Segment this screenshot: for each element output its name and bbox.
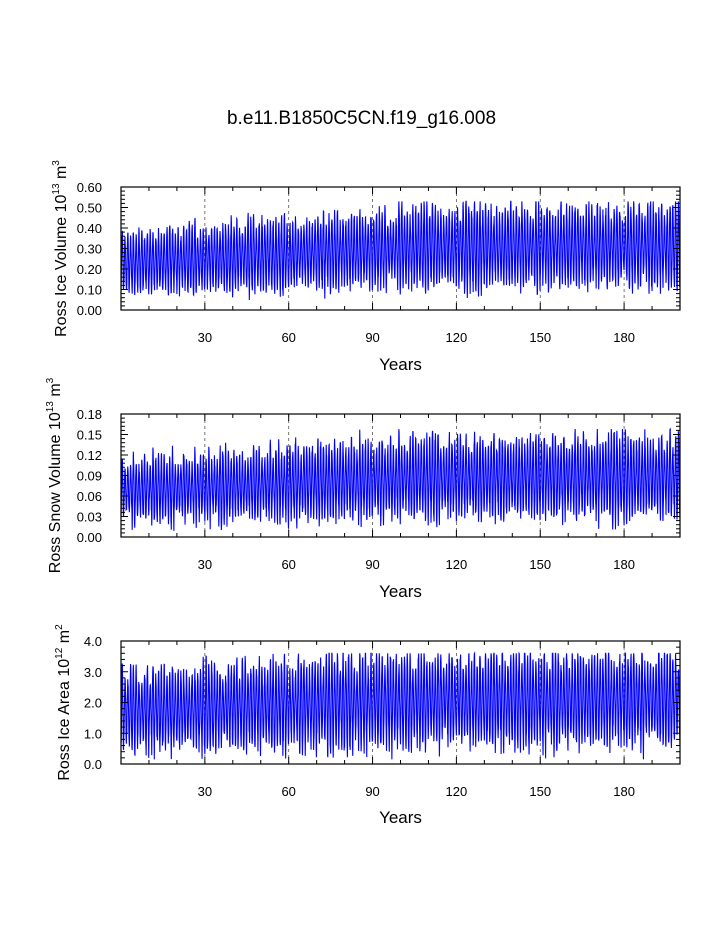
chart-ice-area: 30 60 90 120 150 180 0.0 1.0 2.0 3.0 4.0 Years Ross … (54, 624, 681, 827)
x-tick-label: 90 (365, 784, 379, 799)
y-axis-label-part: 13 (45, 401, 56, 413)
y-axis-label-part: 3 (45, 377, 56, 383)
y-axis-label-part: 3 (51, 160, 62, 166)
x-tick-label: 150 (529, 557, 551, 572)
series-line (120, 427, 681, 531)
y-tick-label: 0.00 (77, 303, 102, 318)
page-title: b.e11.B1850C5CN.f19_g16.008 (226, 108, 497, 129)
chart-snow-volume: 30 60 90 120 150 180 0.00 0.03 0.06 0.09 0.12 0.15 0… (45, 377, 681, 601)
x-tick-label: 120 (446, 784, 468, 799)
x-tick-label: 150 (529, 784, 551, 799)
y-tick-label: 4.0 (84, 634, 102, 649)
y-tick-label: 0.00 (77, 530, 102, 545)
x-axis-label: Years (379, 355, 422, 374)
x-tick-label: 90 (365, 330, 379, 345)
y-tick-label: 0.15 (77, 428, 102, 443)
x-tick-label: 180 (613, 784, 635, 799)
y-axis-label: Ross Snow Volume 1013 m3 (45, 377, 64, 573)
x-axis-label: Years (379, 582, 422, 601)
y-axis-label-part: 12 (54, 647, 65, 659)
y-tick-label: 3.0 (84, 665, 102, 680)
x-tick-label: 180 (613, 557, 635, 572)
y-tick-label: 2.0 (84, 696, 102, 711)
y-tick-label: 0.09 (77, 469, 102, 484)
x-tick-label: 30 (198, 330, 212, 345)
y-axis-label-part: 2 (54, 624, 65, 630)
x-tick-label: 60 (281, 784, 295, 799)
x-tick-label: 150 (529, 330, 551, 345)
y-axis-label: Ross Ice Area 1012 m2 (54, 624, 73, 781)
y-tick-label: 0.03 (77, 510, 102, 525)
y-tick-label: 0.40 (77, 221, 102, 236)
y-tick-label: 0.0 (84, 757, 102, 772)
y-tick-label: 1.0 (84, 726, 102, 741)
y-axis-label-part: m (47, 383, 64, 401)
x-axis-label: Years (379, 808, 422, 827)
y-tick-label: 0.18 (77, 407, 102, 422)
y-tick-label: 0.06 (77, 489, 102, 504)
y-axis-label-part: 13 (51, 183, 62, 195)
series-line (120, 651, 681, 760)
y-tick-label: 0.30 (77, 242, 102, 257)
y-tick-label: 0.10 (77, 283, 102, 298)
x-tick-label: 180 (613, 330, 635, 345)
y-tick-label: 0.20 (77, 262, 102, 277)
chart-ice-volume: 30 60 90 120 150 180 0.00 0.10 0.20 0.30 0.40 0.50 0… (51, 160, 681, 374)
y-tick-label: 0.12 (77, 448, 102, 463)
x-tick-label: 60 (281, 557, 295, 572)
y-axis-label-part: m (53, 166, 70, 184)
series-line (120, 200, 681, 300)
y-axis-label-part: m (56, 630, 73, 648)
y-axis-label-part: Ross Ice Volume 10 (53, 194, 70, 336)
y-tick-label: 0.60 (77, 180, 102, 195)
x-tick-label: 90 (365, 557, 379, 572)
x-tick-label: 60 (281, 330, 295, 345)
y-axis-label: Ross Ice Volume 1013 m3 (51, 160, 70, 337)
y-axis-label-part: Ross Snow Volume 10 (47, 412, 64, 573)
x-tick-label: 120 (446, 330, 468, 345)
x-tick-label: 30 (198, 784, 212, 799)
y-axis-label-part: Ross Ice Area 10 (56, 659, 73, 781)
y-tick-label: 0.50 (77, 201, 102, 216)
x-tick-label: 30 (198, 557, 212, 572)
x-tick-label: 120 (446, 557, 468, 572)
